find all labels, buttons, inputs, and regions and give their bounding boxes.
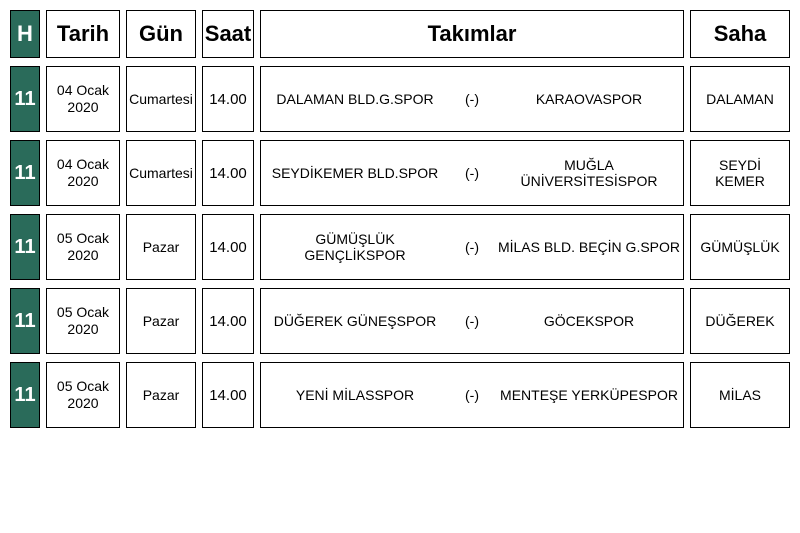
away-team: GÖCEKSPOR xyxy=(497,313,681,329)
hour-cell: 14.00 xyxy=(202,214,254,280)
score: (-) xyxy=(447,239,497,255)
header-date: Tarih xyxy=(46,10,120,58)
table-row: 11 04 Ocak 2020 Cumartesi 14.00 DALAMAN … xyxy=(10,66,790,132)
home-team: SEYDİKEMER BLD.SPOR xyxy=(263,165,447,181)
date-line1: 04 Ocak xyxy=(57,82,109,99)
venue-cell: GÜMÜŞLÜK xyxy=(690,214,790,280)
header-venue: Saha xyxy=(690,10,790,58)
score: (-) xyxy=(447,387,497,403)
header-teams: Takımlar xyxy=(260,10,684,58)
date-line1: 04 Ocak xyxy=(57,156,109,173)
week-cell: 11 xyxy=(10,140,40,206)
teams-inner: SEYDİKEMER BLD.SPOR (-) MUĞLA ÜNİVERSİTE… xyxy=(263,157,681,189)
teams-cell: DÜĞEREK GÜNEŞSPOR (-) GÖCEKSPOR xyxy=(260,288,684,354)
header-week: H xyxy=(10,10,40,58)
date-cell: 04 Ocak 2020 xyxy=(46,66,120,132)
hour-cell: 14.00 xyxy=(202,66,254,132)
teams-inner: DÜĞEREK GÜNEŞSPOR (-) GÖCEKSPOR xyxy=(263,313,681,329)
date-cell: 05 Ocak 2020 xyxy=(46,288,120,354)
date-cell: 05 Ocak 2020 xyxy=(46,362,120,428)
week-cell: 11 xyxy=(10,362,40,428)
teams-inner: GÜMÜŞLÜK GENÇLİKSPOR (-) MİLAS BLD. BEÇİ… xyxy=(263,231,681,263)
date-line2: 2020 xyxy=(67,173,98,190)
home-team: YENİ MİLASSPOR xyxy=(263,387,447,403)
home-team: DÜĞEREK GÜNEŞSPOR xyxy=(263,313,447,329)
day-cell: Cumartesi xyxy=(126,140,196,206)
date-line2: 2020 xyxy=(67,395,98,412)
table-row: 11 04 Ocak 2020 Cumartesi 14.00 SEYDİKEM… xyxy=(10,140,790,206)
score: (-) xyxy=(447,313,497,329)
venue-cell: DÜĞEREK xyxy=(690,288,790,354)
date-line1: 05 Ocak xyxy=(57,230,109,247)
day-cell: Pazar xyxy=(126,362,196,428)
teams-cell: SEYDİKEMER BLD.SPOR (-) MUĞLA ÜNİVERSİTE… xyxy=(260,140,684,206)
table-row: 11 05 Ocak 2020 Pazar 14.00 DÜĞEREK GÜNE… xyxy=(10,288,790,354)
away-team: MENTEŞE YERKÜPESPOR xyxy=(497,387,681,403)
away-team: MUĞLA ÜNİVERSİTESİSPOR xyxy=(497,157,681,189)
table-header-row: H Tarih Gün Saat Takımlar Saha xyxy=(10,10,790,58)
date-line2: 2020 xyxy=(67,321,98,338)
table-row: 11 05 Ocak 2020 Pazar 14.00 YENİ MİLASSP… xyxy=(10,362,790,428)
home-team: GÜMÜŞLÜK GENÇLİKSPOR xyxy=(263,231,447,263)
teams-cell: GÜMÜŞLÜK GENÇLİKSPOR (-) MİLAS BLD. BEÇİ… xyxy=(260,214,684,280)
table-row: 11 05 Ocak 2020 Pazar 14.00 GÜMÜŞLÜK GEN… xyxy=(10,214,790,280)
date-cell: 04 Ocak 2020 xyxy=(46,140,120,206)
teams-cell: DALAMAN BLD.G.SPOR (-) KARAOVASPOR xyxy=(260,66,684,132)
day-cell: Cumartesi xyxy=(126,66,196,132)
hour-cell: 14.00 xyxy=(202,288,254,354)
venue-cell: DALAMAN xyxy=(690,66,790,132)
teams-inner: YENİ MİLASSPOR (-) MENTEŞE YERKÜPESPOR xyxy=(263,387,681,403)
header-hour: Saat xyxy=(202,10,254,58)
date-line1: 05 Ocak xyxy=(57,378,109,395)
week-cell: 11 xyxy=(10,214,40,280)
score: (-) xyxy=(447,91,497,107)
date-line1: 05 Ocak xyxy=(57,304,109,321)
teams-cell: YENİ MİLASSPOR (-) MENTEŞE YERKÜPESPOR xyxy=(260,362,684,428)
date-cell: 05 Ocak 2020 xyxy=(46,214,120,280)
hour-cell: 14.00 xyxy=(202,362,254,428)
away-team: KARAOVASPOR xyxy=(497,91,681,107)
day-cell: Pazar xyxy=(126,288,196,354)
day-cell: Pazar xyxy=(126,214,196,280)
date-line2: 2020 xyxy=(67,99,98,116)
fixture-table: H Tarih Gün Saat Takımlar Saha 11 04 Oca… xyxy=(10,10,790,428)
away-team: MİLAS BLD. BEÇİN G.SPOR xyxy=(497,239,681,255)
header-day: Gün xyxy=(126,10,196,58)
week-cell: 11 xyxy=(10,288,40,354)
week-cell: 11 xyxy=(10,66,40,132)
venue-cell: MİLAS xyxy=(690,362,790,428)
date-line2: 2020 xyxy=(67,247,98,264)
home-team: DALAMAN BLD.G.SPOR xyxy=(263,91,447,107)
teams-inner: DALAMAN BLD.G.SPOR (-) KARAOVASPOR xyxy=(263,91,681,107)
hour-cell: 14.00 xyxy=(202,140,254,206)
venue-cell: SEYDİ KEMER xyxy=(690,140,790,206)
score: (-) xyxy=(447,165,497,181)
